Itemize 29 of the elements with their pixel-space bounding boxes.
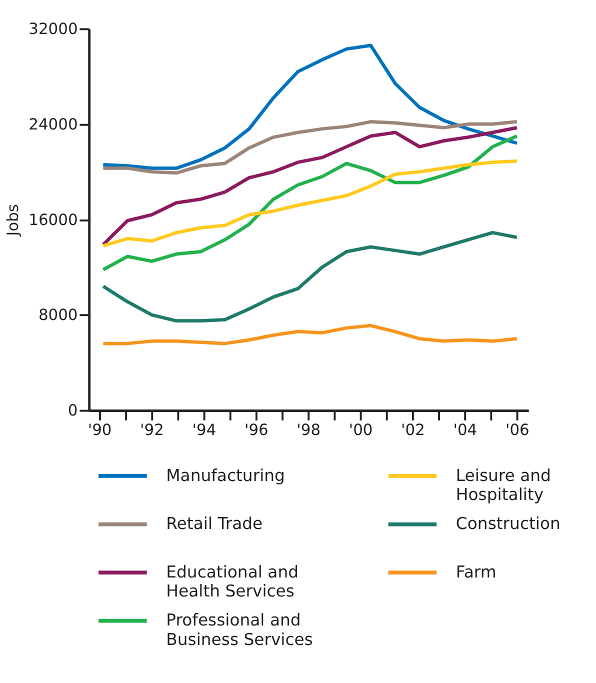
line-series [102, 134, 519, 272]
line-series [102, 324, 519, 346]
legend-label: Retail Trade [166, 514, 263, 534]
x-tick-label: '04 [453, 420, 478, 439]
legend-label: Educational and Health Services [166, 562, 299, 601]
x-tick-label: '94 [192, 420, 216, 439]
x-tick-label: '02 [401, 420, 425, 439]
y-tick-label: 16000 [28, 210, 78, 229]
x-tick-label: '90 [88, 420, 112, 439]
x-tick-label: '00 [348, 420, 373, 439]
legend-label: Farm [456, 562, 496, 582]
legend-label: Leisure and Hospitality [456, 466, 551, 504]
y-tick-label: 32000 [28, 20, 78, 38]
line-series [102, 230, 519, 323]
line-series [102, 44, 519, 170]
legend-label: Professional and Business Services [166, 610, 313, 650]
line-series [102, 126, 519, 246]
legend-label: Manufacturing [166, 466, 285, 485]
line-series [102, 120, 519, 175]
y-tick-label: 0 [68, 402, 78, 420]
x-tick-label: '98 [296, 420, 321, 439]
legend-label: Construction [456, 514, 560, 534]
y-axis-title: Jobs [4, 204, 22, 237]
x-tick-label: '96 [244, 420, 268, 439]
line-series [102, 159, 519, 248]
x-tick-label: '06 [505, 420, 530, 439]
y-tick-label: 24000 [28, 115, 78, 134]
x-tick-label: '92 [140, 420, 164, 439]
y-tick-label: 8000 [38, 306, 78, 324]
